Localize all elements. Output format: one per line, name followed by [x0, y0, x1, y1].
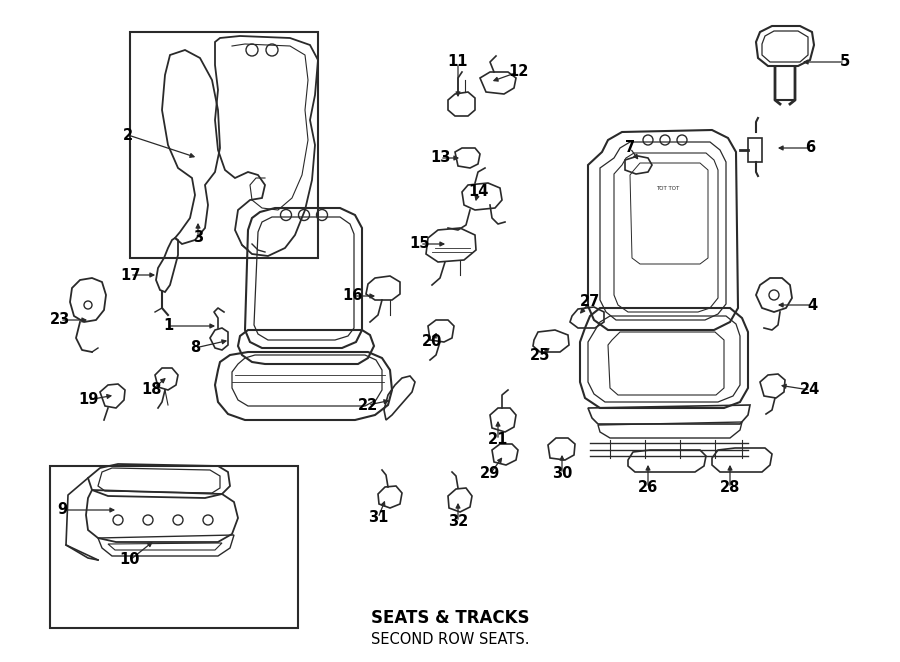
Text: 28: 28	[720, 481, 740, 495]
Text: TOT TOT: TOT TOT	[656, 185, 680, 191]
Text: 2: 2	[123, 128, 133, 142]
Text: SECOND ROW SEATS.: SECOND ROW SEATS.	[371, 632, 529, 647]
Text: 5: 5	[840, 54, 850, 70]
Text: 9: 9	[57, 502, 68, 518]
Text: 8: 8	[190, 340, 200, 355]
Text: 31: 31	[368, 510, 388, 526]
Text: 10: 10	[120, 553, 140, 567]
Text: 18: 18	[142, 383, 162, 397]
Text: 3: 3	[193, 230, 203, 246]
Bar	[130, 32, 318, 258]
Text: 26: 26	[638, 481, 658, 495]
Text: 19: 19	[77, 393, 98, 408]
Text: 22: 22	[358, 397, 378, 412]
Text: 16: 16	[342, 289, 362, 303]
Text: 1: 1	[163, 318, 173, 334]
Text: 4: 4	[807, 297, 817, 312]
Text: 14: 14	[468, 185, 488, 199]
Text: 27: 27	[580, 295, 600, 310]
Text: 29: 29	[480, 467, 500, 481]
Text: 32: 32	[448, 514, 468, 530]
Text: 13: 13	[430, 150, 450, 166]
Text: 30: 30	[552, 467, 572, 481]
Bar	[50, 466, 298, 628]
Text: 6: 6	[805, 140, 815, 156]
Text: 12: 12	[508, 64, 528, 79]
Text: 21: 21	[488, 432, 508, 448]
Text: 15: 15	[410, 236, 430, 252]
Text: SEATS & TRACKS: SEATS & TRACKS	[371, 609, 529, 627]
Text: 23: 23	[50, 312, 70, 328]
Text: 7: 7	[625, 140, 635, 156]
Text: 24: 24	[800, 383, 820, 397]
Text: 17: 17	[120, 267, 140, 283]
Text: 11: 11	[448, 54, 468, 70]
Text: 25: 25	[530, 348, 550, 363]
Text: 20: 20	[422, 334, 442, 350]
